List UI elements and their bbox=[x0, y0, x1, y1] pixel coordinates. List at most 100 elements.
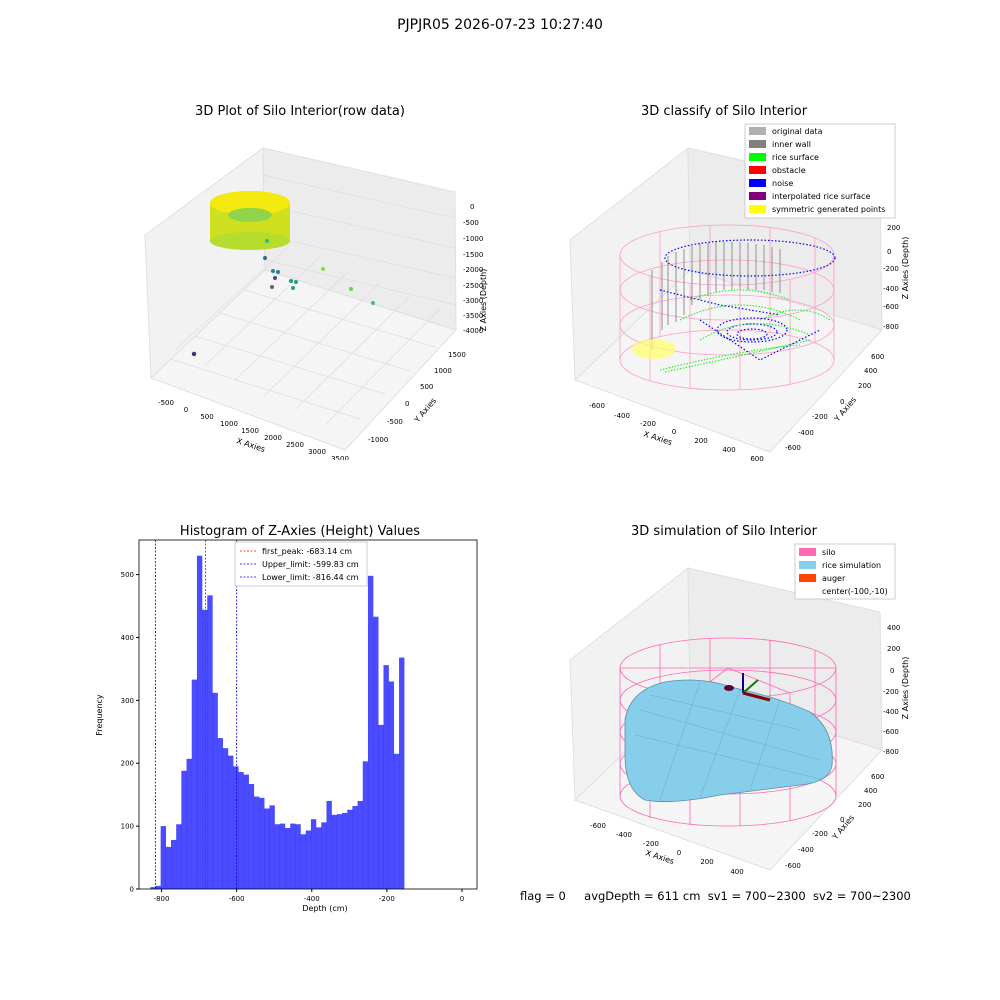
raw-ztick: -1000 bbox=[463, 235, 483, 243]
raw-z-label: Z Axies (Depth) bbox=[479, 269, 488, 332]
histogram-xtick-label: -200 bbox=[379, 895, 395, 903]
raw-xtick: 0 bbox=[184, 406, 188, 414]
simulation-ytick: 600 bbox=[871, 773, 884, 781]
raw-xtick: 1500 bbox=[241, 427, 259, 435]
simulation-z-ticks: 400 200 0 -200 -400 -600 -800 bbox=[883, 624, 900, 756]
status-flag: flag = 0 bbox=[520, 889, 566, 903]
raw-ztick: -4000 bbox=[463, 327, 483, 335]
classify-ztick: -600 bbox=[883, 303, 899, 311]
simulation-legend-swatch bbox=[799, 548, 816, 556]
histogram-bar bbox=[357, 800, 363, 889]
histogram-bar bbox=[191, 679, 198, 889]
raw-ztick: -500 bbox=[463, 219, 479, 227]
legend-lower-limit: Lower_limit: -816.44 cm bbox=[262, 573, 359, 582]
simulation-ztick: -800 bbox=[883, 748, 899, 756]
classify-y-label: Y Axies bbox=[832, 395, 858, 424]
simulation-ytick: 200 bbox=[858, 801, 871, 809]
histogram-xtick-label: -600 bbox=[229, 895, 245, 903]
classify-legend-label: obstacle bbox=[772, 166, 806, 175]
classify-legend-label: rice surface bbox=[772, 153, 819, 162]
simulation-3d-plot: silo rice simulation auger center(-100,-… bbox=[569, 543, 910, 876]
classify-inner-wall bbox=[651, 242, 781, 350]
classify-y-ticks: -600 -400 -200 0 200 400 600 bbox=[785, 353, 884, 452]
classify-ytick: 0 bbox=[840, 398, 844, 406]
raw-xtick: 500 bbox=[200, 413, 213, 421]
raw-ring-inner bbox=[228, 208, 272, 222]
classify-plot-title: 3D classify of Silo Interior bbox=[640, 104, 808, 119]
raw-ztick: -2000 bbox=[463, 266, 483, 274]
histogram-bar bbox=[362, 761, 369, 889]
raw-ztick: 0 bbox=[470, 203, 474, 211]
raw-ztick: -3000 bbox=[463, 297, 483, 305]
classify-legend-swatch bbox=[749, 179, 766, 187]
histogram-bar bbox=[269, 805, 275, 889]
raw-xtick: 3500 bbox=[331, 455, 349, 460]
histogram-bar bbox=[310, 819, 317, 889]
simulation-ytick: -400 bbox=[798, 846, 814, 854]
classify-noise bbox=[659, 239, 836, 361]
histogram-ytick-label: 100 bbox=[121, 823, 134, 831]
legend-first-peak: first_peak: -683.14 cm bbox=[262, 547, 352, 556]
histogram-bar bbox=[181, 770, 187, 889]
classify-ytick: -600 bbox=[785, 444, 801, 452]
raw-z-ticks: 0 -500 -1000 -1500 -2000 -2500 -3000 -35… bbox=[463, 203, 483, 335]
histogram-bar bbox=[222, 748, 229, 889]
classify-rice-surface bbox=[659, 289, 831, 373]
simulation-ztick: 400 bbox=[887, 624, 900, 632]
histogram-bar bbox=[279, 823, 286, 889]
simulation-x-label: X Axies bbox=[644, 848, 675, 866]
classify-xtick: 400 bbox=[722, 446, 735, 454]
raw-xtick: -500 bbox=[158, 399, 174, 407]
histogram-y-ticks: 0 100 200 300 400 500 bbox=[121, 571, 139, 894]
status-sv2: sv2 = 700~2300 bbox=[812, 889, 911, 903]
raw-scatter-points bbox=[191, 239, 375, 357]
raw-ytick: -500 bbox=[387, 418, 403, 426]
histogram-xtick-label: -400 bbox=[304, 895, 320, 903]
histogram-bar bbox=[295, 824, 301, 889]
classify-ytick: -200 bbox=[812, 413, 828, 421]
simulation-legend-label: center(-100,-10) bbox=[822, 587, 888, 596]
status-sv1: sv1 = 700~2300 bbox=[707, 889, 806, 903]
raw-xtick: 3000 bbox=[308, 448, 326, 456]
simulation-ytick: -600 bbox=[785, 862, 801, 870]
histogram-bar bbox=[207, 595, 213, 889]
histogram-bar bbox=[150, 887, 156, 889]
histogram-ytick-label: 500 bbox=[121, 571, 134, 579]
histogram-frame bbox=[138, 539, 478, 890]
classify-legend-label: noise bbox=[772, 179, 793, 188]
auger-y-arrow bbox=[742, 679, 759, 694]
raw-ztick: -1500 bbox=[463, 251, 483, 259]
histogram-bar bbox=[331, 814, 338, 889]
histogram-y-label: Frequency bbox=[95, 694, 104, 736]
histogram-bar bbox=[352, 805, 358, 889]
raw-ring-top bbox=[210, 191, 290, 215]
classify-legend-box bbox=[744, 123, 896, 219]
raw-ytick: 1500 bbox=[448, 351, 466, 359]
classify-x-label: X Axies bbox=[642, 429, 673, 447]
classify-legend-swatch bbox=[749, 140, 766, 148]
histogram-bar bbox=[253, 796, 260, 889]
histogram-bar bbox=[321, 822, 327, 889]
classify-ytick: 600 bbox=[871, 353, 884, 361]
simulation-ztick: 200 bbox=[887, 645, 900, 653]
histogram-bar bbox=[217, 738, 224, 889]
classify-xtick: 600 bbox=[750, 455, 763, 463]
classify-xtick: 200 bbox=[694, 437, 707, 445]
histogram-bar bbox=[285, 828, 291, 889]
raw-ring-lower bbox=[210, 232, 290, 250]
histogram-bar bbox=[336, 814, 343, 889]
simulation-xtick: -600 bbox=[590, 822, 606, 830]
raw-plot-title: 3D Plot of Silo Interior(row data) bbox=[195, 104, 405, 119]
simulation-xtick: 400 bbox=[730, 868, 743, 876]
classify-z-ticks: 200 0 -200 -400 -600 -800 bbox=[883, 224, 900, 331]
histogram-ytick-label: 300 bbox=[121, 697, 134, 705]
classify-ztick: -400 bbox=[883, 285, 899, 293]
histogram-bars bbox=[150, 555, 405, 889]
raw-x-ticks: -500 0 500 1000 1500 2000 2500 3000 3500 bbox=[158, 399, 349, 460]
simulation-xtick: -400 bbox=[616, 831, 632, 839]
auger-body bbox=[724, 685, 734, 691]
auger-x-arrow bbox=[742, 691, 771, 702]
histogram-bar bbox=[274, 824, 281, 889]
simulation-x-ticks: -600 -400 -200 0 200 400 bbox=[590, 822, 744, 876]
histogram-bar bbox=[383, 665, 389, 889]
